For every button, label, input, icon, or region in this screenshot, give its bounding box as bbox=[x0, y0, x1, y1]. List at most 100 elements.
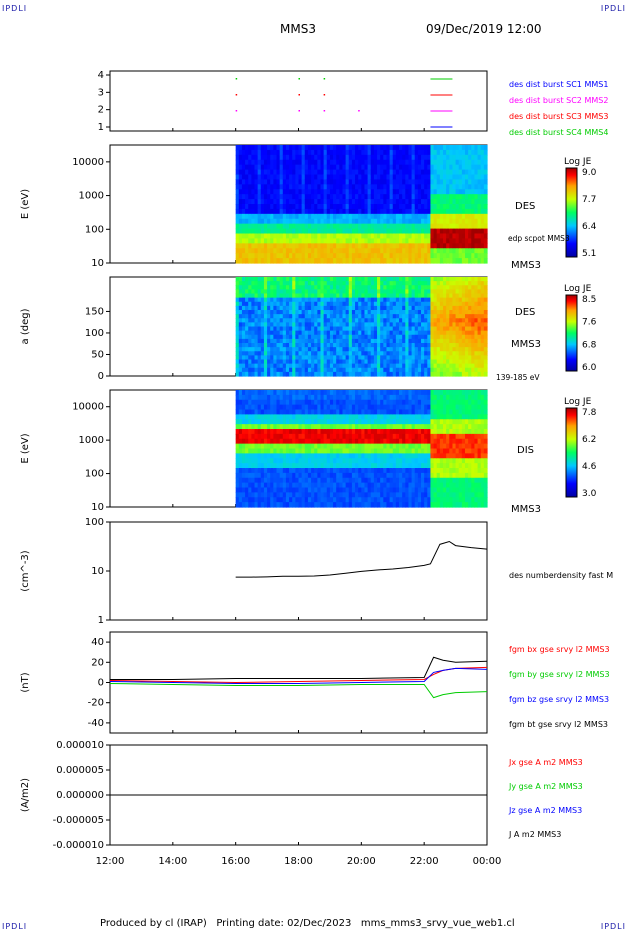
spectrogram-cell bbox=[458, 326, 463, 332]
spectrogram-cell bbox=[408, 223, 413, 230]
spectrogram-cell bbox=[339, 233, 344, 240]
spectrogram-cell bbox=[358, 482, 362, 489]
spectrogram-cell bbox=[386, 213, 391, 220]
spectrogram-cell bbox=[289, 233, 293, 240]
spectrogram-cell bbox=[276, 409, 281, 415]
spectrogram-cell bbox=[314, 502, 318, 508]
spectrogram-cell bbox=[414, 293, 419, 299]
spectrogram-cell bbox=[417, 285, 422, 290]
spectrogram-cell bbox=[304, 199, 309, 205]
spectrogram-cell bbox=[320, 154, 325, 161]
spectrogram-cell bbox=[414, 343, 419, 348]
spectrogram-cell bbox=[355, 297, 359, 303]
spectrogram-cell bbox=[477, 334, 482, 340]
spectrogram-cell bbox=[465, 145, 469, 151]
spectrogram-cell bbox=[333, 174, 337, 181]
spectrogram-cell bbox=[304, 233, 309, 240]
spectrogram-cell bbox=[389, 258, 394, 264]
spectrogram-cell bbox=[241, 218, 246, 225]
spectrogram-cell bbox=[364, 443, 369, 450]
spectrogram-cell bbox=[455, 367, 460, 373]
spectrogram-cell bbox=[364, 433, 369, 440]
spectrogram-cell bbox=[421, 363, 425, 369]
spectrogram-cell bbox=[295, 414, 300, 420]
spectrogram-cell bbox=[257, 338, 262, 344]
spectrogram-cell bbox=[279, 463, 284, 469]
spectrogram-cell bbox=[292, 497, 296, 503]
spectrogram-cell bbox=[480, 174, 485, 181]
spectrogram-cell bbox=[254, 184, 259, 190]
spectrogram-cell bbox=[320, 468, 325, 474]
y-tick-label: 40 bbox=[91, 637, 104, 648]
spectrogram-cell bbox=[260, 169, 265, 176]
spectrogram-cell bbox=[373, 277, 378, 282]
spectrogram-cell bbox=[314, 453, 318, 459]
spectrogram-cell bbox=[279, 145, 284, 151]
spectrogram-cell bbox=[430, 371, 435, 377]
spectrogram-cell bbox=[430, 314, 435, 319]
spectrogram-cell bbox=[276, 223, 281, 230]
spectrogram-cell bbox=[254, 330, 259, 336]
spectrogram-cell bbox=[251, 355, 256, 361]
spectrogram-cell bbox=[270, 399, 274, 406]
spectrogram-cell bbox=[383, 145, 388, 151]
spectrogram-cell bbox=[465, 208, 469, 215]
spectrogram-cell bbox=[417, 238, 422, 244]
spectrogram-cell bbox=[336, 492, 340, 498]
spectrogram-cell bbox=[342, 477, 347, 484]
spectrogram-cell bbox=[399, 314, 403, 319]
spectrogram-cell bbox=[377, 330, 381, 336]
spectrogram-cell bbox=[405, 277, 410, 282]
spectrogram-cell bbox=[399, 338, 403, 344]
spectrogram-cell bbox=[314, 438, 318, 445]
spectrogram-cell bbox=[474, 218, 479, 225]
spectrogram-cell bbox=[295, 199, 300, 205]
spectrogram-cell bbox=[254, 477, 259, 484]
spectrogram-cell bbox=[329, 253, 334, 259]
spectrogram-cell bbox=[421, 154, 425, 161]
spectrogram-cell bbox=[336, 482, 340, 489]
spectrogram-cell bbox=[254, 253, 259, 259]
spectrogram-cell bbox=[364, 448, 369, 454]
spectrogram-cell bbox=[477, 277, 482, 282]
spectrogram-cell bbox=[358, 258, 362, 264]
spectrogram-cell bbox=[377, 243, 381, 249]
spectrogram-cell bbox=[251, 458, 256, 464]
spectrogram-cell bbox=[311, 367, 315, 373]
spectrogram-cell bbox=[238, 363, 243, 369]
spectrogram-cell bbox=[465, 318, 469, 323]
spectrogram-cell bbox=[282, 238, 287, 244]
spectrogram-cell bbox=[282, 174, 287, 181]
spectrogram-cell bbox=[421, 233, 425, 240]
spectrogram-cell bbox=[361, 194, 366, 200]
spectrogram-cell bbox=[276, 433, 281, 440]
spectrogram-cell bbox=[292, 429, 296, 435]
spectrogram-cell bbox=[307, 367, 312, 373]
spectrogram-cell bbox=[345, 477, 350, 484]
spectrogram-cell bbox=[471, 189, 476, 195]
spectrogram-cell bbox=[248, 330, 252, 336]
spectrogram-cell bbox=[483, 204, 488, 210]
spectrogram-cell bbox=[333, 338, 337, 344]
spectrogram-cell bbox=[461, 297, 466, 303]
spectrogram-cell bbox=[304, 472, 309, 479]
spectrogram-cell bbox=[373, 338, 378, 344]
spectrogram-cell bbox=[307, 208, 312, 215]
spectrogram-cell bbox=[367, 322, 372, 328]
spectrogram-cell bbox=[342, 448, 347, 454]
spectrogram-cell bbox=[373, 355, 378, 361]
spectrogram-cell bbox=[263, 472, 268, 479]
spectrogram-cell bbox=[421, 228, 425, 235]
spectrogram-cell bbox=[317, 458, 322, 464]
spectrogram-cell bbox=[408, 314, 413, 319]
spectrogram-cell bbox=[307, 482, 312, 489]
spectrogram-cell bbox=[276, 248, 281, 254]
spectrogram-cell bbox=[446, 367, 450, 373]
spectrogram-cell bbox=[282, 463, 287, 469]
spectrogram-cell bbox=[314, 228, 318, 235]
spectrogram-cell bbox=[307, 355, 312, 361]
spectrogram-cell bbox=[317, 367, 322, 373]
spectrogram-cell bbox=[351, 318, 356, 323]
spectrogram-cell bbox=[452, 330, 457, 336]
spectrogram-cell bbox=[260, 199, 265, 205]
